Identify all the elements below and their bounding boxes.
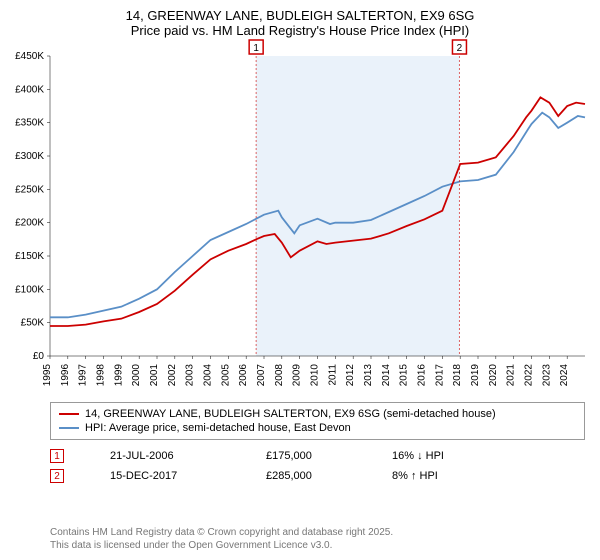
event-marker-num: 2 <box>54 471 60 482</box>
svg-text:2: 2 <box>457 43 463 54</box>
svg-text:£0: £0 <box>33 351 45 362</box>
event-row: 2 15-DEC-2017 £285,000 8% ↑ HPI <box>50 466 585 486</box>
event-date: 21-JUL-2006 <box>110 450 220 462</box>
svg-text:£450K: £450K <box>15 51 44 62</box>
svg-text:2000: 2000 <box>131 364 142 387</box>
chart-title-line1: 14, GREENWAY LANE, BUDLEIGH SALTERTON, E… <box>0 0 600 23</box>
event-marker: 1 <box>50 449 64 463</box>
svg-text:2008: 2008 <box>274 364 285 387</box>
svg-text:2002: 2002 <box>167 364 178 387</box>
svg-text:2014: 2014 <box>381 364 392 387</box>
svg-text:£250K: £250K <box>15 184 44 195</box>
svg-text:1997: 1997 <box>78 364 89 387</box>
legend-label: 14, GREENWAY LANE, BUDLEIGH SALTERTON, E… <box>85 408 496 420</box>
legend-item: 14, GREENWAY LANE, BUDLEIGH SALTERTON, E… <box>59 407 576 421</box>
svg-text:1: 1 <box>253 43 259 54</box>
svg-text:1996: 1996 <box>60 364 71 387</box>
legend-item: HPI: Average price, semi-detached house,… <box>59 421 576 435</box>
svg-text:2013: 2013 <box>363 364 374 387</box>
svg-text:2004: 2004 <box>203 364 214 387</box>
svg-text:£150K: £150K <box>15 251 44 262</box>
svg-text:2010: 2010 <box>310 364 321 387</box>
chart-title-line2: Price paid vs. HM Land Registry's House … <box>0 23 600 38</box>
svg-text:£350K: £350K <box>15 118 44 129</box>
event-delta: 8% ↑ HPI <box>392 470 438 482</box>
event-row: 1 21-JUL-2006 £175,000 16% ↓ HPI <box>50 446 585 466</box>
svg-text:1998: 1998 <box>96 364 107 387</box>
svg-text:£100K: £100K <box>15 284 44 295</box>
svg-text:2021: 2021 <box>506 364 517 387</box>
svg-text:2011: 2011 <box>327 364 338 386</box>
legend-label: HPI: Average price, semi-detached house,… <box>85 422 351 434</box>
svg-text:2001: 2001 <box>149 364 160 387</box>
svg-text:1995: 1995 <box>42 364 53 387</box>
svg-text:2023: 2023 <box>541 364 552 387</box>
svg-text:2015: 2015 <box>399 364 410 387</box>
svg-text:2019: 2019 <box>470 364 481 387</box>
event-delta: 16% ↓ HPI <box>392 450 444 462</box>
svg-text:2006: 2006 <box>238 364 249 387</box>
event-list: 1 21-JUL-2006 £175,000 16% ↓ HPI 2 15-DE… <box>50 446 585 486</box>
footer-line: Contains HM Land Registry data © Crown c… <box>50 526 393 539</box>
svg-text:2017: 2017 <box>434 364 445 387</box>
event-price: £285,000 <box>266 470 346 482</box>
event-marker: 2 <box>50 469 64 483</box>
svg-text:2016: 2016 <box>417 364 428 387</box>
svg-text:2003: 2003 <box>185 364 196 387</box>
chart-legend: 14, GREENWAY LANE, BUDLEIGH SALTERTON, E… <box>50 402 585 440</box>
svg-text:£50K: £50K <box>21 318 45 329</box>
svg-text:2022: 2022 <box>524 364 535 387</box>
event-date: 15-DEC-2017 <box>110 470 220 482</box>
svg-text:£300K: £300K <box>15 151 44 162</box>
svg-text:2012: 2012 <box>345 364 356 387</box>
svg-text:2007: 2007 <box>256 364 267 387</box>
svg-text:£400K: £400K <box>15 84 44 95</box>
svg-text:2018: 2018 <box>452 364 463 387</box>
legend-swatch <box>59 427 79 429</box>
line-chart: £0£50K£100K£150K£200K£250K£300K£350K£400… <box>50 46 585 396</box>
footer-line: This data is licensed under the Open Gov… <box>50 539 393 552</box>
svg-text:1999: 1999 <box>113 364 124 387</box>
svg-text:2009: 2009 <box>292 364 303 387</box>
svg-text:£200K: £200K <box>15 218 44 229</box>
svg-text:2024: 2024 <box>559 364 570 387</box>
legend-swatch <box>59 413 79 415</box>
event-marker-num: 1 <box>54 451 60 462</box>
svg-text:2020: 2020 <box>488 364 499 387</box>
event-price: £175,000 <box>266 450 346 462</box>
chart-footer: Contains HM Land Registry data © Crown c… <box>50 526 393 552</box>
svg-text:2005: 2005 <box>220 364 231 387</box>
